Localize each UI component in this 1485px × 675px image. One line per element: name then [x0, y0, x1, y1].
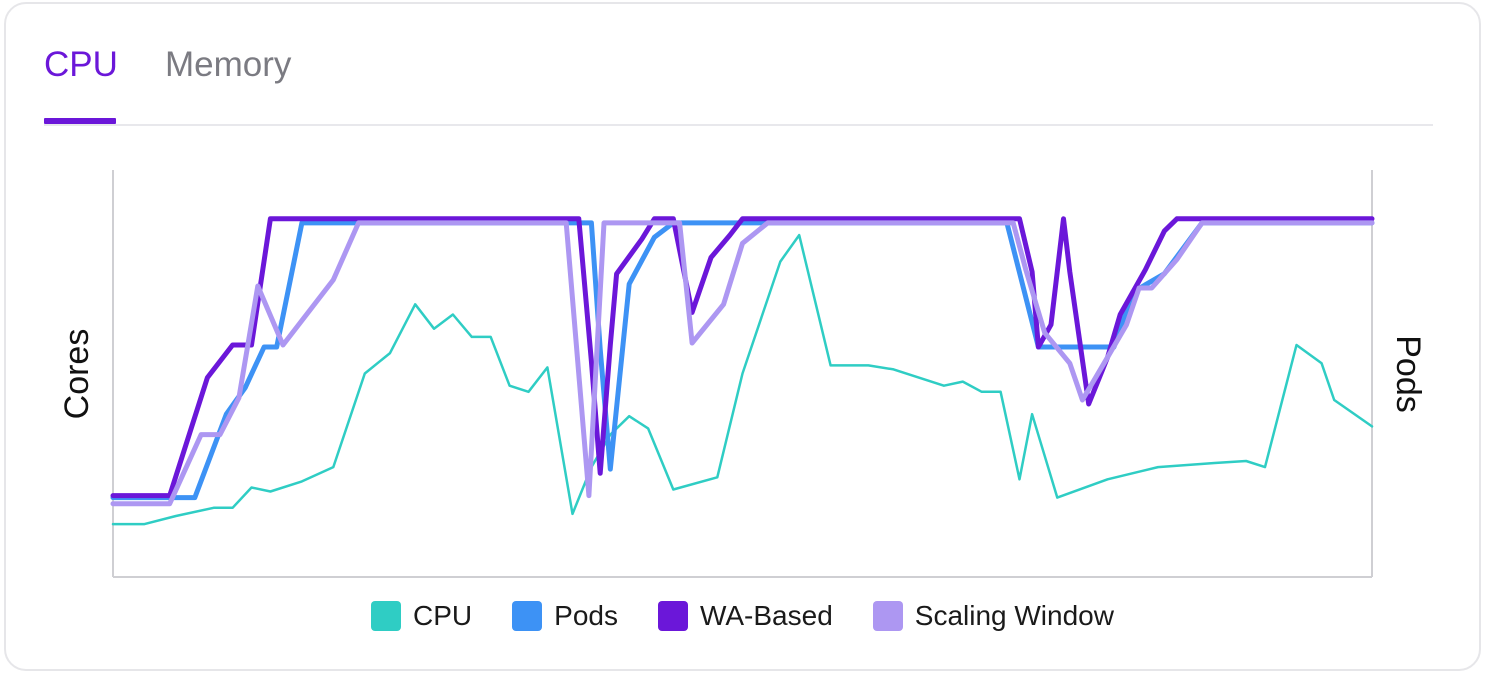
active-tab-indicator: [44, 118, 116, 124]
series-layer: [110, 216, 1375, 526]
legend-item-pods[interactable]: Pods: [512, 600, 618, 632]
legend-swatch-pods: [512, 601, 543, 631]
series-line-pods: [110, 220, 1375, 501]
legend-label: WA-Based: [699, 600, 833, 631]
tab-cpu[interactable]: CPU: [44, 45, 118, 84]
series-line-cpu: [111, 233, 1374, 526]
y-axis-label-left: Cores: [58, 329, 96, 420]
series-line-wa-based: [110, 216, 1375, 499]
y-axis-label-right: Pods: [1389, 335, 1427, 413]
series-line-scaling-window: [110, 220, 1375, 507]
legend-item-cpu[interactable]: CPU: [371, 600, 472, 632]
legend-item-wa-based[interactable]: WA-Based: [657, 600, 833, 632]
legend-item-scaling-window[interactable]: Scaling Window: [872, 600, 1114, 632]
tab-bar: CPU Memory: [44, 0, 1433, 126]
tab-memory[interactable]: Memory: [165, 45, 292, 84]
legend-label: Pods: [554, 600, 618, 631]
legend-swatch-wa-based: [657, 601, 688, 631]
chart-legend: CPU Pods WA-Based Scaling Window: [0, 596, 1485, 636]
legend-swatch-cpu: [371, 601, 402, 631]
legend-label: CPU: [413, 600, 473, 631]
legend-label: Scaling Window: [914, 600, 1114, 631]
legend-swatch-scaling-window: [872, 601, 903, 631]
